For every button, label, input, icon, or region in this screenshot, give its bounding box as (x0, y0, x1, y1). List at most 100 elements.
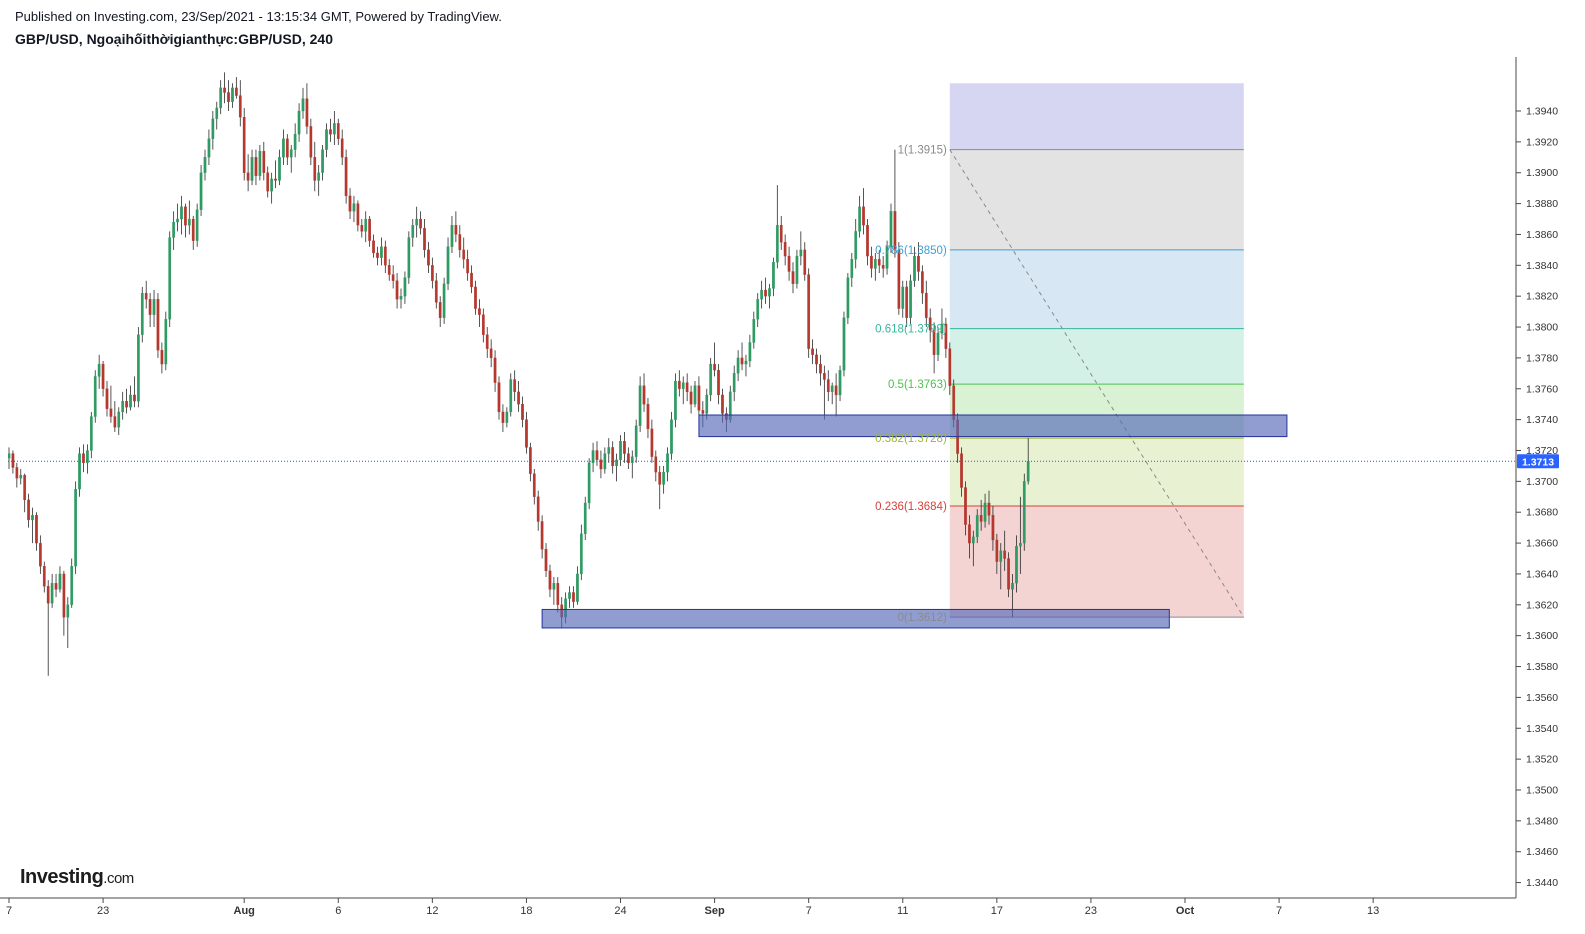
candle (31, 507, 34, 544)
candle (485, 327, 489, 358)
candle-body (552, 583, 556, 590)
candle-body (109, 408, 113, 417)
candle-body (850, 258, 854, 278)
candle-body (775, 225, 779, 263)
logo-suffix: .com (103, 870, 134, 887)
candle-body (913, 255, 916, 281)
logo-name: Investing (20, 866, 104, 888)
candle-body (866, 225, 869, 257)
candle-body (344, 157, 348, 197)
candle (27, 493, 30, 528)
candle (458, 225, 462, 258)
support-resistance-zones[interactable] (541, 414, 1288, 629)
candle-body (638, 385, 642, 426)
candle-body (203, 157, 207, 173)
candle (348, 188, 352, 220)
candle (427, 242, 430, 274)
candle (971, 530, 975, 567)
candle-body (532, 473, 536, 497)
candle-body (31, 515, 34, 521)
candle (289, 144, 293, 173)
candle-body (544, 549, 548, 572)
candle-body (121, 400, 125, 413)
candle-body (235, 87, 238, 96)
candle (184, 203, 187, 238)
candle (215, 101, 219, 130)
candle-body (105, 388, 109, 409)
candle (46, 580, 50, 676)
candle (168, 231, 172, 328)
candle (109, 385, 113, 423)
candle-body (713, 363, 716, 371)
candle (11, 450, 15, 474)
y-tick-label: 1.3860 (1526, 229, 1558, 241)
candle (254, 149, 258, 186)
candle (881, 256, 885, 278)
candle-body (924, 292, 928, 318)
candle (658, 465, 662, 510)
candle-body (1007, 558, 1010, 590)
price-zone (541, 608, 1170, 629)
x-tick-label: Sep (705, 905, 725, 917)
candle-body (470, 272, 473, 288)
y-tick-label: 1.3640 (1526, 568, 1558, 580)
candle (434, 273, 438, 309)
candle-body (870, 255, 873, 269)
candle-body (133, 394, 136, 402)
candle-body (317, 172, 321, 181)
candle-body (936, 333, 940, 355)
candle (380, 237, 383, 266)
candle-body (732, 373, 736, 393)
candle (86, 444, 89, 474)
candle-body (266, 172, 270, 192)
candle-body (231, 87, 234, 102)
candle (693, 381, 697, 408)
candle-body (689, 391, 693, 405)
x-tick-label: 12 (426, 905, 438, 917)
candle (82, 444, 85, 473)
candle-body (156, 299, 160, 351)
candle-body (909, 280, 912, 318)
candle-body (336, 123, 340, 139)
candle (481, 308, 485, 343)
candle (140, 286, 144, 343)
candle (517, 381, 520, 412)
candle (877, 249, 881, 274)
candle-body (1011, 583, 1014, 590)
candle (811, 339, 814, 365)
candle-body (474, 286, 477, 309)
candle (493, 350, 497, 392)
candle (830, 382, 834, 405)
fibonacci-labels: 1(1.3915) 0.786(1.3850) 0.618(1.3799) 0.5(1… (875, 145, 947, 625)
candle (156, 293, 160, 358)
candle-body (576, 573, 579, 602)
candle (705, 388, 709, 420)
y-tick-label: 1.3560 (1526, 692, 1558, 704)
candle-body (842, 317, 846, 371)
x-tick-label: 24 (614, 905, 626, 917)
candle-body (630, 456, 634, 463)
candle (544, 543, 548, 578)
candle (50, 573, 54, 608)
candle (78, 447, 81, 497)
candle-body (278, 157, 281, 181)
y-tick-label: 1.3440 (1526, 877, 1558, 889)
candle (536, 490, 540, 531)
candle-body (160, 350, 164, 365)
candle (207, 129, 211, 166)
candle (137, 327, 140, 408)
candle-body (395, 280, 399, 300)
candle (917, 242, 920, 281)
candle (654, 450, 658, 482)
candle-body (787, 255, 791, 272)
candle (15, 462, 19, 488)
candle-body (521, 404, 524, 420)
candle-body (293, 134, 297, 150)
candle (191, 215, 195, 250)
candle (744, 354, 748, 377)
fib-level-label: 0(1.3612) (898, 612, 947, 624)
candle-body (654, 456, 658, 473)
candle (462, 237, 466, 269)
candle-body (819, 363, 822, 374)
